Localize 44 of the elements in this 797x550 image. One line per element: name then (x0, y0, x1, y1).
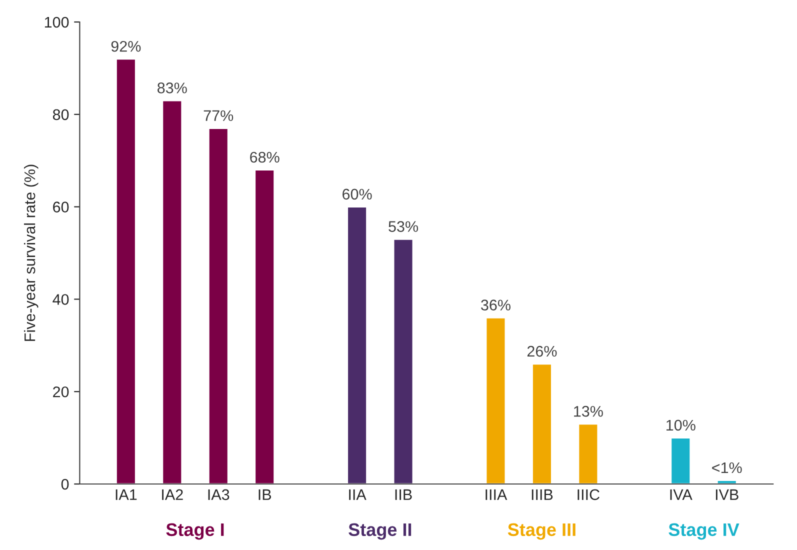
bar (716, 480, 738, 484)
bar (578, 423, 599, 484)
data-label: 53% (388, 221, 418, 232)
bar (532, 363, 552, 484)
data-label: 13% (574, 406, 603, 417)
data-label: 36% (481, 300, 510, 310)
data-label: 92% (111, 40, 141, 52)
bar (116, 58, 136, 484)
y-tick-label: 0 (61, 478, 69, 490)
bar (485, 316, 506, 484)
bar (162, 100, 183, 484)
y-tick-label: 80 (52, 109, 69, 120)
x-tick-label: IIIB (532, 489, 553, 500)
y-tick-label: 60 (53, 202, 69, 212)
data-label: 10% (666, 420, 696, 431)
text: Stage III (508, 523, 576, 540)
y-axis-title: Five-year survival rate (%) (24, 164, 38, 341)
bar (346, 206, 368, 484)
data-label: 26% (527, 346, 557, 357)
x-tick-label: IIB (395, 489, 412, 500)
bar (392, 238, 414, 484)
data-label: 68% (250, 152, 280, 163)
y-tick-label: 100 (44, 16, 69, 28)
bar (208, 128, 229, 484)
bar (254, 169, 276, 484)
x-tick-label: IA3 (208, 489, 230, 500)
data-label: 77% (204, 110, 234, 122)
data-label: 60% (342, 188, 372, 200)
y-tick-label: 20 (53, 386, 69, 398)
x-tick-label: IA1 (116, 489, 137, 500)
bar (670, 437, 692, 484)
text: Stage IV (668, 523, 740, 540)
x-tick-label: IIIA (486, 489, 508, 500)
text: Stage II (348, 523, 412, 540)
text: Stage I (166, 523, 224, 540)
x-tick-label: IIIC (578, 489, 600, 500)
x-tick-label: IB (258, 489, 272, 500)
x-tick-label: IVB (716, 489, 738, 500)
x-tick-label: IVA (670, 489, 692, 500)
y-tick-label: 40 (52, 294, 69, 305)
data-label: 83% (158, 82, 187, 94)
data-label: <1% (712, 462, 742, 474)
x-tick-label: IIA (349, 489, 366, 500)
x-tick-label: IA2 (162, 489, 183, 500)
